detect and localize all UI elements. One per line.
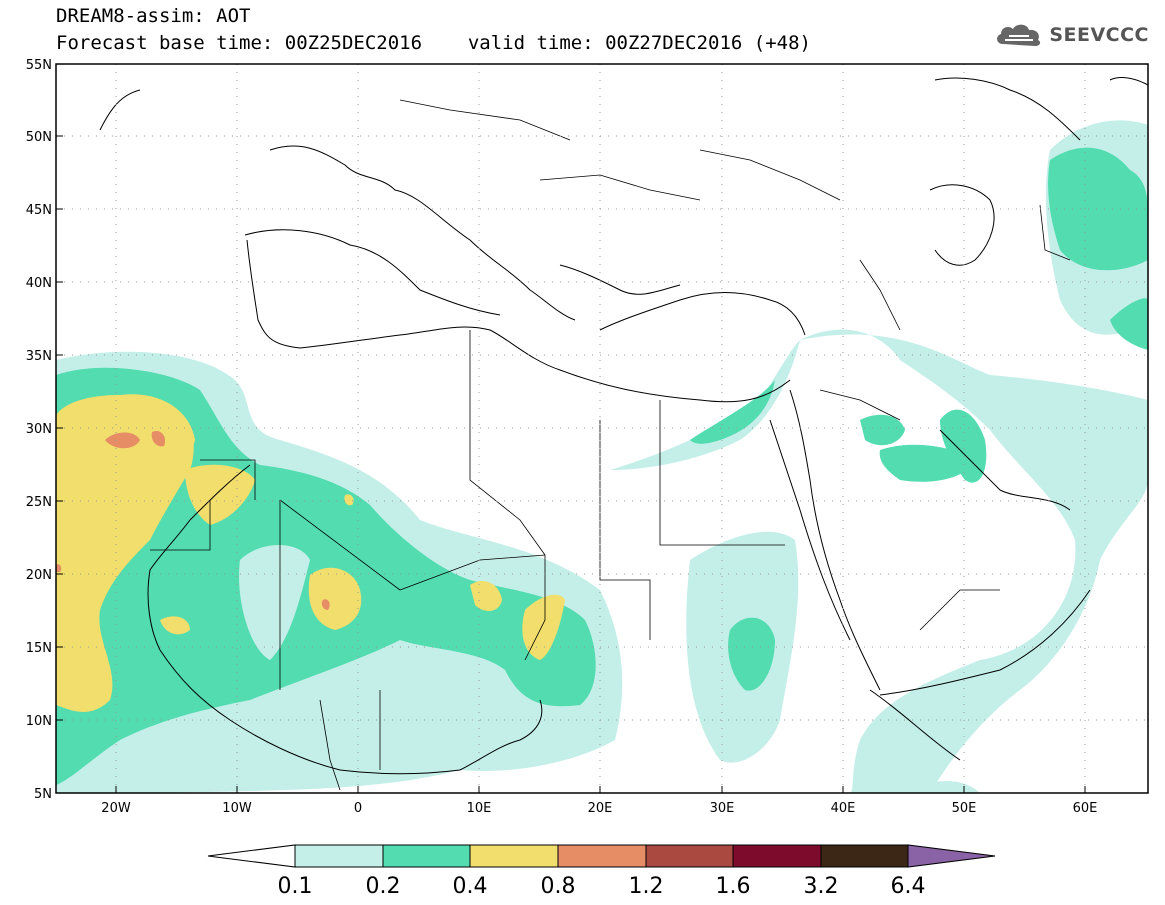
lat-label: 30N [26, 422, 52, 437]
lon-label: 10E [467, 801, 492, 816]
lon-label: 40E [831, 801, 856, 816]
lat-label: 55N [26, 58, 52, 73]
colorbar-label: 1.6 [716, 874, 751, 899]
latitude-labels: 55N 50N 45N 40N 35N 30N 25N 20N 15N 10N … [26, 58, 52, 802]
lon-label: 10W [222, 801, 252, 816]
colorbar-label: 3.2 [804, 874, 839, 899]
lat-label: 20N [26, 568, 52, 583]
valid-time: valid time: 00Z27DEC2016 (+48) [467, 32, 811, 54]
colorbar-box [557, 844, 647, 868]
lon-label: 20E [588, 801, 613, 816]
country-borders [150, 99, 1071, 791]
lat-label: 35N [26, 349, 52, 364]
colorbar-label: 0.8 [541, 874, 576, 899]
lat-label: 10N [26, 714, 52, 729]
aot-band-0.8 [56, 430, 330, 610]
colorbar-label: 0.4 [453, 874, 488, 899]
forecast-base-time: Forecast base time: 00Z25DEC2016 [56, 32, 423, 54]
aot-band-0.4 [56, 394, 565, 712]
cloud-icon [997, 24, 1041, 46]
lat-label: 40N [26, 276, 52, 291]
time-info: Forecast base time: 00Z25DEC2016 valid t… [56, 33, 811, 53]
longitude-labels: 20W 10W 0 10E 20E 30E 40E 50E 60E [101, 801, 1097, 816]
lon-label: 20W [101, 801, 131, 816]
coastlines [99, 77, 1148, 775]
colorbar-box [820, 844, 909, 868]
title-text: DREAM8-assim: AOT [56, 5, 251, 27]
lon-label: 50E [952, 801, 977, 816]
lon-label: 60E [1073, 801, 1098, 816]
colorbar-box [469, 844, 559, 868]
colorbar-arrow-left [207, 844, 296, 868]
lat-label: 5N [34, 787, 52, 802]
lat-label: 15N [26, 641, 52, 656]
colorbar-box [645, 844, 734, 868]
tick-marks [56, 63, 1086, 793]
colorbar [207, 844, 996, 868]
lat-label: 25N [26, 495, 52, 510]
colorbar-arrow-right [907, 844, 996, 868]
lon-label: 0 [354, 801, 362, 816]
colorbar-box [294, 844, 384, 868]
colorbar-label: 0.2 [366, 874, 401, 899]
lat-label: 45N [26, 203, 52, 218]
logo-text: SEEVCCC [1049, 24, 1149, 46]
colorbar-labels: 0.1 0.2 0.4 0.8 1.2 1.6 3.2 6.4 [278, 874, 926, 899]
colorbar-label: 6.4 [891, 874, 926, 899]
seevccc-logo: SEEVCCC [993, 22, 1149, 48]
colorbar-label: 1.2 [629, 874, 664, 899]
lat-label: 50N [26, 130, 52, 145]
colorbar-box [732, 844, 822, 868]
colorbar-box [382, 844, 471, 868]
colorbar-label: 0.1 [278, 874, 313, 899]
lon-label: 30E [710, 801, 735, 816]
map-title: DREAM8-assim: AOT [56, 6, 250, 26]
aot-field [56, 120, 1148, 793]
